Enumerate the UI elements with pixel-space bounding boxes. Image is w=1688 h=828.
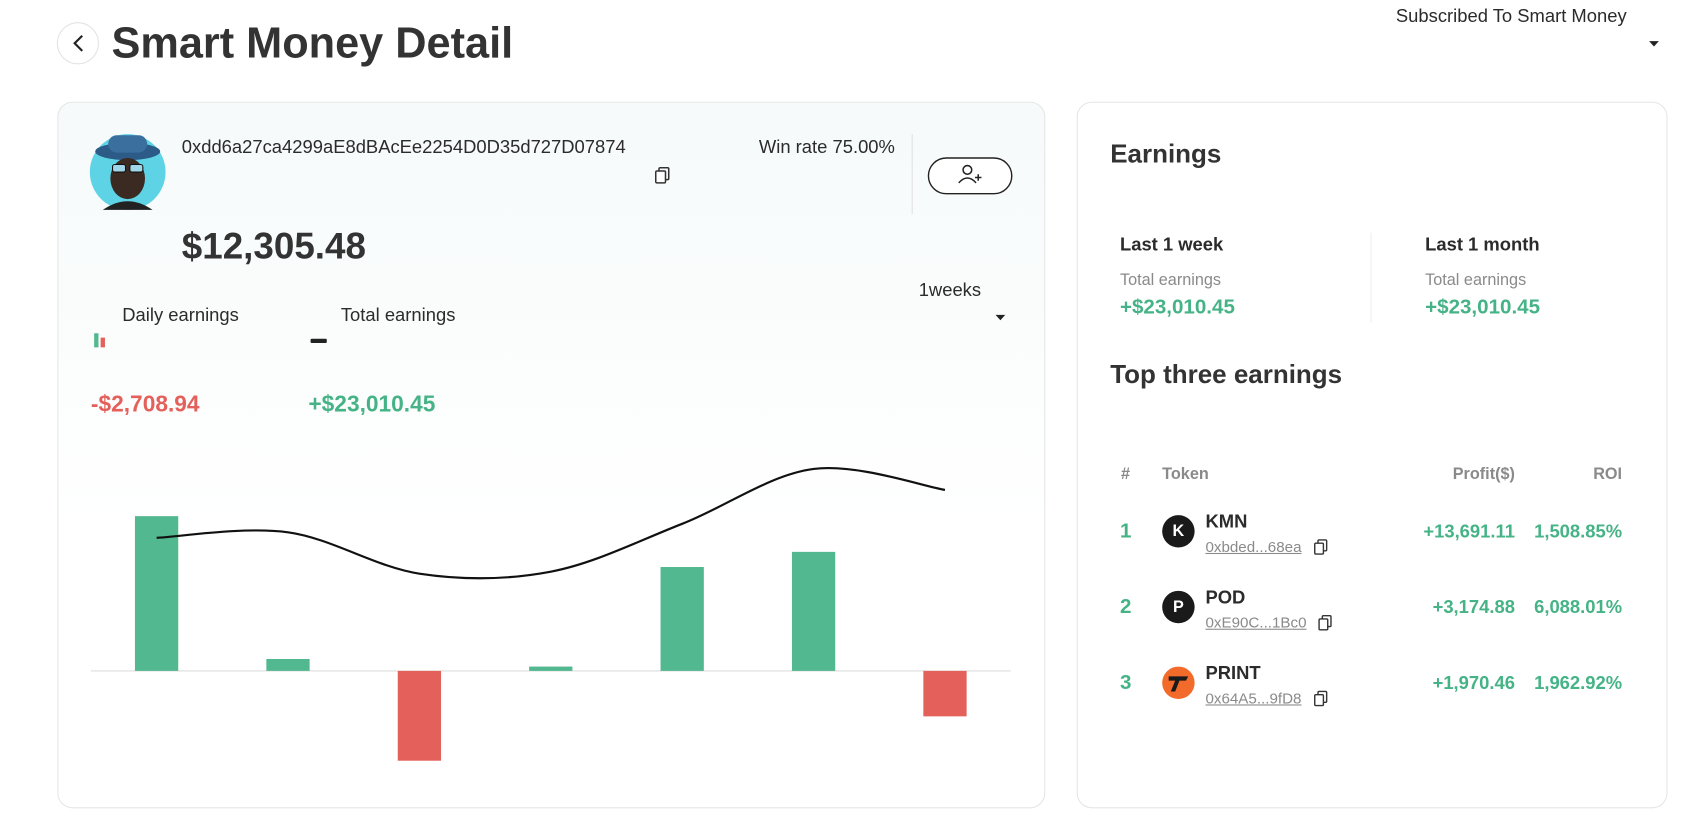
copy-icon[interactable]: [1314, 690, 1328, 707]
subscription-select[interactable]: Subscribed To Smart Money: [1395, 5, 1627, 27]
bar: [529, 666, 573, 671]
page-title: Smart Money Detail: [111, 19, 514, 68]
period-label: Last 1 month: [1425, 234, 1540, 255]
token-address[interactable]: 0xE90C...1Bc0: [1205, 613, 1307, 631]
avatar: [89, 134, 166, 210]
legend-label: Daily earnings: [122, 304, 239, 326]
column-header: #: [1121, 464, 1131, 484]
period-sublabel: Total earnings: [1119, 271, 1222, 290]
period-select[interactable]: 1weeks: [918, 279, 982, 301]
column-header: Token: [1162, 464, 1209, 484]
legend-label: Total earnings: [340, 304, 456, 326]
copy-icon[interactable]: [1318, 615, 1332, 631]
token-symbol: KMN: [1205, 511, 1248, 532]
rank: 2: [1119, 595, 1132, 619]
token-symbol: PRINT: [1205, 662, 1261, 684]
copy-icon-part: [1318, 618, 1329, 631]
token-address[interactable]: 0xbded...68ea: [1205, 537, 1302, 556]
copy-icon-part: [1314, 542, 1325, 555]
bar: [791, 551, 836, 671]
daily-value: -$2,708.94: [90, 392, 200, 418]
period-value: +$23,010.45: [1119, 295, 1235, 319]
bar: [134, 516, 179, 671]
period-sublabel: Total earnings: [1425, 271, 1527, 290]
bar: [266, 658, 310, 671]
rank: 3: [1119, 671, 1132, 695]
profit: +3,174.88: [1432, 596, 1515, 618]
copy-icon-part: [1314, 694, 1325, 707]
profit: +13,691.11: [1423, 521, 1515, 542]
bar: [923, 670, 967, 717]
period-caret[interactable]: [995, 314, 1006, 321]
wallet-address: 0xdd6a27ca4299aE8dBAcEe2254D0D35d727D078…: [181, 136, 626, 158]
token-icon: [1162, 590, 1195, 624]
period-label: Last 1 week: [1119, 234, 1224, 255]
profit: +1,970.46: [1432, 672, 1515, 694]
period-value: +$23,010.45: [1425, 295, 1541, 319]
legend-line-icon: [310, 338, 327, 344]
section-title: Top three earnings: [1110, 360, 1343, 390]
legend-bar-icon: [94, 333, 105, 348]
copy-icon[interactable]: [1314, 539, 1328, 555]
token-icon: [1162, 515, 1195, 548]
win-rate: Win rate 75.00%: [758, 136, 895, 158]
follow-button[interactable]: [927, 157, 1013, 195]
rank: 1: [1119, 519, 1132, 543]
section-title: Earnings: [1110, 139, 1222, 169]
roi: 1,508.85%: [1534, 521, 1623, 542]
token-symbol: POD: [1205, 587, 1246, 608]
total-value: +$23,010.45: [308, 392, 436, 418]
balance: $12,305.48: [181, 226, 366, 268]
dropdown-caret[interactable]: [1649, 41, 1659, 47]
back-button[interactable]: [56, 22, 100, 65]
roi: 1,962.92%: [1534, 672, 1623, 694]
earnings-card: [1076, 101, 1668, 809]
column-header: ROI: [1593, 464, 1623, 484]
token-icon-mark: [1168, 676, 1189, 692]
column-header: Profit($): [1452, 464, 1515, 484]
copy-icon[interactable]: [654, 166, 670, 184]
bar: [397, 670, 442, 761]
token-icon-letter: P: [1172, 597, 1184, 617]
line: [156, 467, 946, 580]
token-icon-letter: K: [1172, 522, 1185, 541]
bar: [660, 567, 704, 671]
profile-card: [57, 101, 1046, 809]
roi: 6,088.01%: [1534, 596, 1623, 618]
token-address[interactable]: 0x64A5...9fD8: [1205, 689, 1302, 707]
